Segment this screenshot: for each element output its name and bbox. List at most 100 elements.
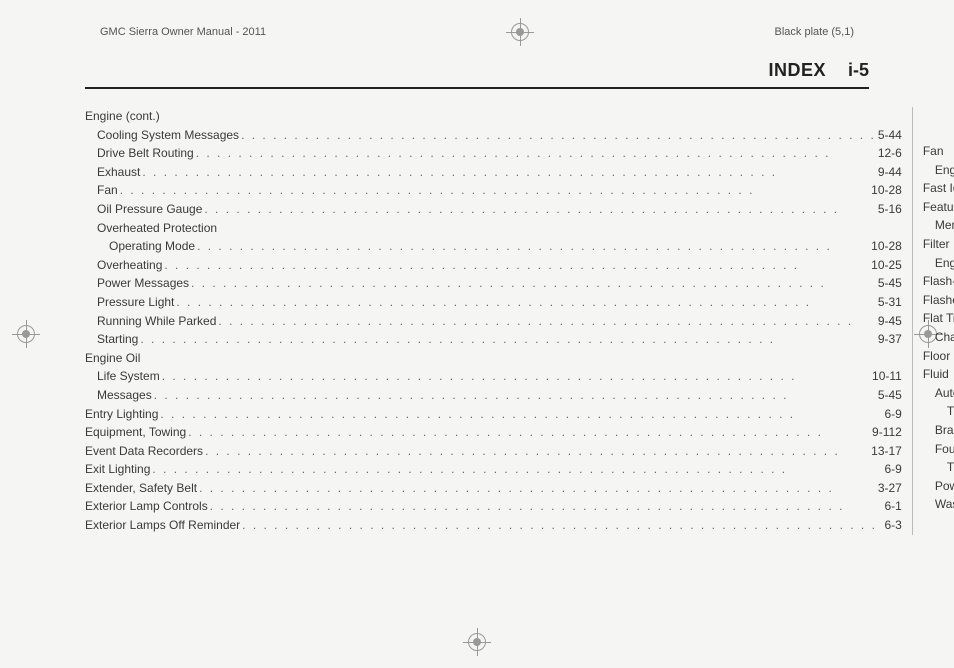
index-entry: Flash-to-Pass6-3: [923, 272, 954, 291]
index-leader-dots: [216, 312, 877, 331]
index-entry-label: Pressure Light: [97, 293, 174, 312]
index-entry-label: Fast Idle System: [923, 179, 954, 198]
index-leader-dots: [150, 460, 884, 479]
index-entry: Fast Idle System9-39: [923, 179, 954, 198]
index-entry: Fan: [923, 142, 954, 161]
index-entry: Engine Oil: [85, 349, 902, 368]
index-entry: Fluid: [923, 365, 954, 384]
index-entry-label: Washer: [935, 495, 954, 514]
index-entry-page: 6-9: [885, 405, 902, 424]
index-entry: Extender, Safety Belt3-27: [85, 479, 902, 498]
index-entry-label: Fluid: [923, 365, 949, 384]
index-entry-page: 5-45: [878, 274, 902, 293]
index-entry-label: Starting: [97, 330, 138, 349]
index-entry-label: Oil Pressure Gauge: [97, 200, 202, 219]
index-entry-label: Transfer Case: [947, 458, 954, 477]
index-entry: Flat Tire10-84: [923, 309, 954, 328]
index-entry: Transfer Case9-54: [923, 458, 954, 477]
index-entry-page: 9-112: [872, 423, 902, 442]
index-entry-label: Power Messages: [97, 274, 189, 293]
index-entry: Exterior Lamp Controls 6-1: [85, 497, 902, 516]
index-entry-page: 9-37: [878, 330, 902, 349]
index-entry-label: Four-Wheel Drive: [935, 440, 954, 459]
index-entry-label: Fan: [97, 181, 118, 200]
index-entry: Engine10-28: [923, 161, 954, 180]
index-entry-page: 10-25: [871, 256, 902, 275]
index-entry-label: Power Steering: [935, 477, 954, 496]
index-leader-dots: [239, 126, 878, 145]
index-leader-dots: [138, 330, 877, 349]
index-entry-label: Transmission: [947, 402, 954, 421]
index-entry: Brakes10-32: [923, 421, 954, 440]
index-entry: Filter: [923, 235, 954, 254]
index-entry-page: 6-3: [885, 516, 902, 535]
index-entry: Features: [923, 198, 954, 217]
index-entry-page: 10-28: [871, 181, 902, 200]
index-entry: Exhaust 9-44: [85, 163, 902, 182]
index-columns: Engine (cont.)Cooling System Messages5-4…: [85, 107, 869, 535]
index-entry-label: Cooling System Messages: [97, 126, 239, 145]
index-leader-dots: [208, 497, 885, 516]
index-entry-label: Fan: [923, 142, 944, 161]
index-entry-label: Brakes: [935, 421, 954, 440]
index-leader-dots: [174, 293, 877, 312]
index-entry-page: 10-11: [872, 367, 902, 386]
index-entry: Floor Mats10-116: [923, 347, 954, 366]
index-entry-label: Changing: [935, 328, 954, 347]
index-leader-dots: [203, 442, 871, 461]
index-entry: Oil Pressure Gauge5-16: [85, 200, 902, 219]
index-entry: Automatic: [923, 384, 954, 403]
index-entry-page: 9-44: [878, 163, 902, 182]
index-entry-page: 9-45: [878, 312, 902, 331]
index-leader-dots: [189, 274, 878, 293]
index-entry-page: 6-1: [885, 497, 902, 516]
index-leader-dots: [240, 516, 884, 535]
page-header: INDEX i-5: [85, 60, 869, 89]
index-entry: Fan 10-28: [85, 181, 902, 200]
index-entry: Cooling System Messages 5-44: [85, 126, 902, 145]
index-leader-dots: [197, 479, 878, 498]
index-entry-label: Life System: [97, 367, 160, 386]
index-column-2: F FanEngine10-28Fast Idle System9-39Feat…: [912, 107, 954, 535]
index-entry-label: Event Data Recorders: [85, 442, 203, 461]
index-entry-page: 3-27: [878, 479, 902, 498]
index-entry-label: Exhaust: [97, 163, 140, 182]
index-entry-label: Flash-to-Pass: [923, 272, 954, 291]
index-entry-page: 5-45: [878, 386, 902, 405]
manual-title: GMC Sierra Owner Manual - 2011: [100, 26, 266, 38]
registration-mark-top: [506, 18, 534, 46]
index-leader-dots: [158, 405, 884, 424]
index-entry: Exit Lighting 6-9: [85, 460, 902, 479]
index-entry: Overheated Protection: [85, 219, 902, 238]
index-entry: Entry Lighting6-9: [85, 405, 902, 424]
index-entry: Life System 10-11: [85, 367, 902, 386]
index-entry: Power Steering10-29: [923, 477, 954, 496]
index-entry-page: 10-28: [871, 237, 902, 256]
registration-mark-left: [12, 320, 40, 348]
index-entry: Operating Mode 10-28: [85, 237, 902, 256]
index-leader-dots: [186, 423, 872, 442]
index-entry: Equipment, Towing9-112: [85, 423, 902, 442]
index-entry-label: Memory: [935, 216, 954, 235]
index-entry-label: Engine Oil: [85, 349, 140, 368]
index-entry: Running While Parked9-45: [85, 312, 902, 331]
index-entry: Engine Air Cleaner10-19: [923, 254, 954, 273]
index-entry-page: 6-9: [885, 460, 902, 479]
index-entry-label: Engine (cont.): [85, 107, 160, 126]
section-title: INDEX: [768, 60, 826, 81]
index-entry-page: 12-6: [878, 144, 902, 163]
index-entry-label: Drive Belt Routing: [97, 144, 194, 163]
plate-label: Black plate (5,1): [775, 26, 854, 38]
index-entry: Starting 9-37: [85, 330, 902, 349]
index-entry: Overheating10-25: [85, 256, 902, 275]
index-entry-label: Exit Lighting: [85, 460, 150, 479]
index-entry-page: 13-17: [871, 442, 902, 461]
index-entry-page: 5-44: [878, 126, 902, 145]
index-entry-label: Flat Tire: [923, 309, 954, 328]
index-entry: Drive Belt Routing 12-6: [85, 144, 902, 163]
index-entry-label: Engine: [935, 161, 954, 180]
index-leader-dots: [194, 144, 878, 163]
index-entry-label: Operating Mode: [109, 237, 195, 256]
index-entry: Exterior Lamps Off Reminder6-3: [85, 516, 902, 535]
index-entry-label: Exterior Lamp Controls: [85, 497, 208, 516]
